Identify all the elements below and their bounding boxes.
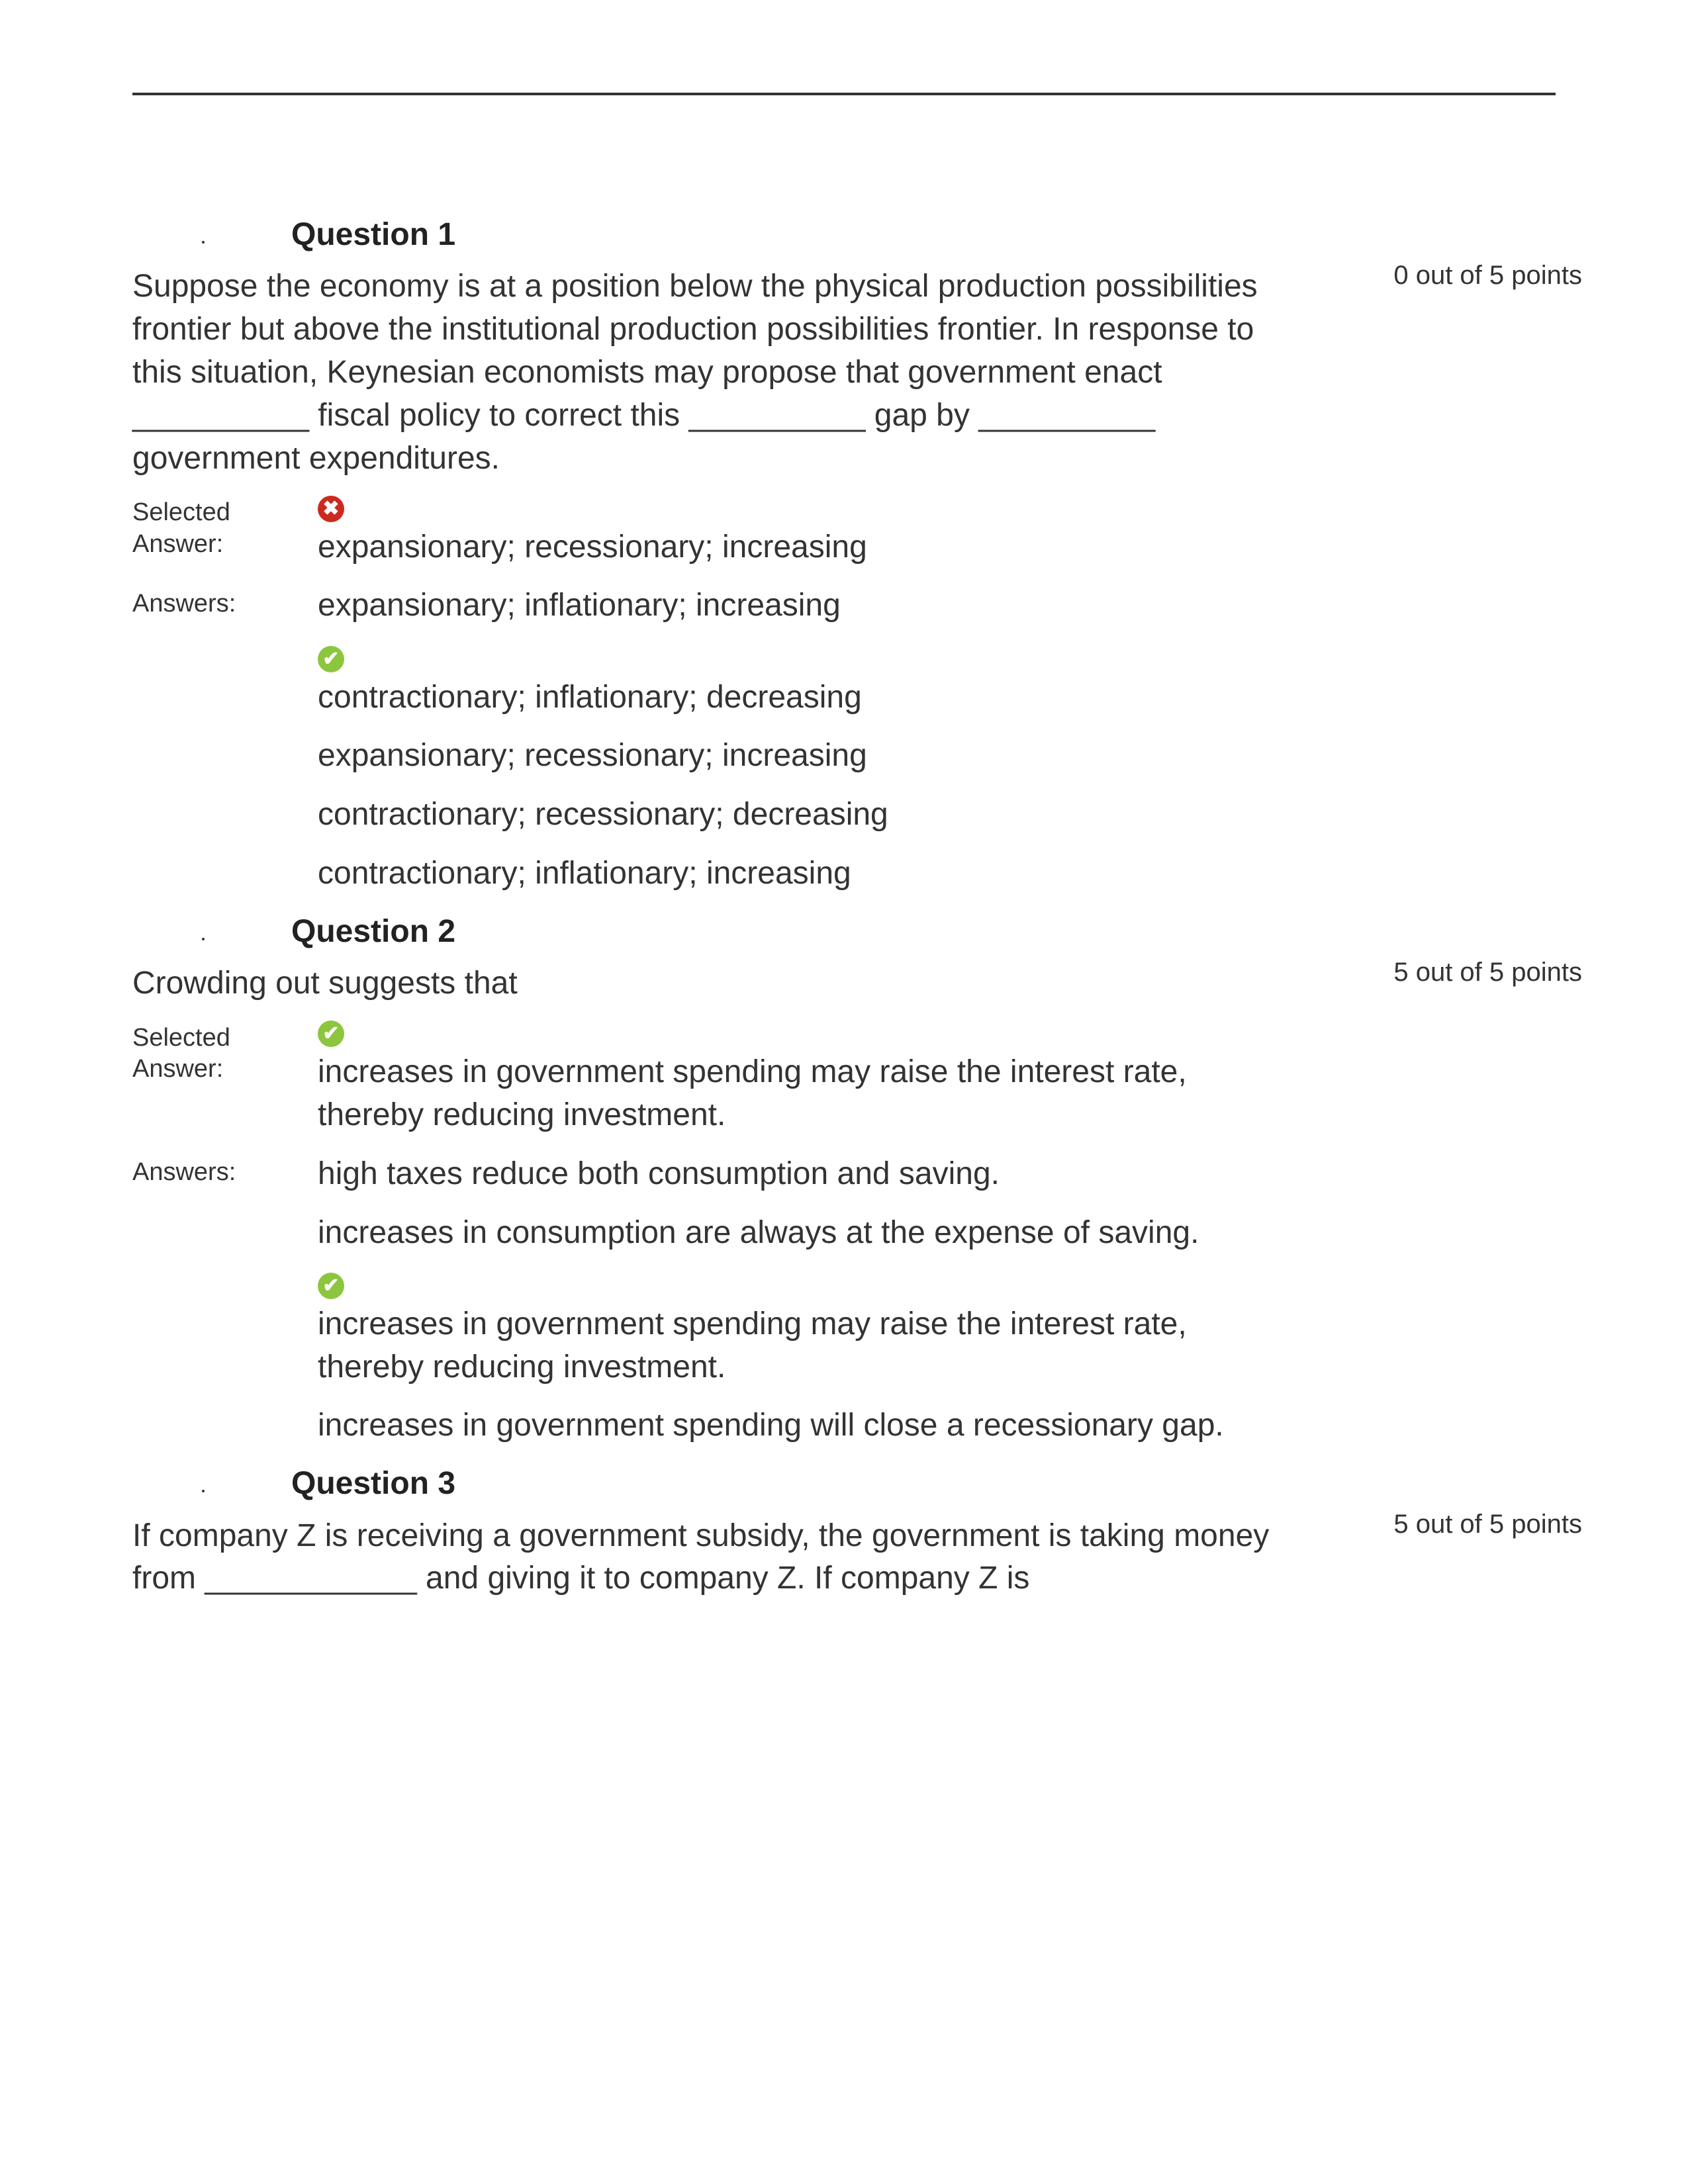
answer-option-text: increases in government spending will cl… xyxy=(318,1404,1258,1447)
question-list: Question 10 out of 5 points Suppose the e… xyxy=(132,214,1556,1600)
answers-table: Selected Answer:✖ expansionary; recession… xyxy=(132,493,888,911)
answer-option-text: high taxes reduce both consumption and s… xyxy=(318,1153,1258,1196)
answer-option: contractionary; inflationary; increasing xyxy=(318,852,888,895)
answer-option: expansionary; inflationary; increasing xyxy=(318,584,888,627)
selected-answer-label: Selected Answer: xyxy=(132,493,318,584)
question-text: Crowding out suggests that xyxy=(132,962,1271,1005)
question-title: Question 1 xyxy=(291,214,1556,255)
selected-answer-content: ✖ expansionary; recessionary; increasing xyxy=(318,493,888,584)
answer-option: contractionary; recessionary; decreasing xyxy=(318,794,888,837)
answer-option: increases in consumption are always at t… xyxy=(318,1212,1258,1255)
selected-answer-row: Selected Answer:✔ increases in government… xyxy=(132,1019,1258,1153)
page-container: Question 10 out of 5 pointsSuppose the e… xyxy=(0,0,1688,2184)
answers-label: Answers: xyxy=(132,584,318,911)
question-item: Question 35 out of 5 pointsIf company Z … xyxy=(212,1463,1556,1600)
selected-answer-content: ✔ increases in government spending may ra… xyxy=(318,1019,1258,1153)
answer-option-text: contractionary; inflationary; increasing xyxy=(318,852,888,895)
question-points: 5 out of 5 points xyxy=(1393,958,1582,987)
question-item: Question 25 out of 5 pointsCrowding out … xyxy=(212,911,1556,1463)
answer-option-text: increases in consumption are always at t… xyxy=(318,1212,1258,1255)
selected-answer-option: ✖ expansionary; recessionary; increasing xyxy=(318,493,888,569)
question-body: Suppose the economy is at a position bel… xyxy=(132,255,1556,911)
question-body: If company Z is receiving a government s… xyxy=(132,1505,1556,1601)
question-text: If company Z is receiving a government s… xyxy=(132,1515,1271,1601)
selected-answer-text: increases in government spending may rai… xyxy=(318,1051,1258,1137)
question-item: Question 10 out of 5 pointsSuppose the e… xyxy=(212,214,1556,911)
answer-option: ✔ contractionary; inflationary; decreasin… xyxy=(318,643,888,719)
icon-wrapper: ✔ xyxy=(318,1270,1258,1302)
answer-option: increases in government spending will cl… xyxy=(318,1404,1258,1447)
question-body: Crowding out suggests that Selected Answe… xyxy=(132,952,1556,1463)
answer-option-text: contractionary; recessionary; decreasing xyxy=(318,794,888,837)
top-rule xyxy=(132,93,1556,95)
correct-icon: ✔ xyxy=(318,646,344,672)
icon-wrapper: ✔ xyxy=(318,1019,1258,1051)
answers-label: Answers: xyxy=(132,1153,318,1463)
selected-answer-option: ✔ increases in government spending may ra… xyxy=(318,1019,1258,1137)
answers-content: high taxes reduce both consumption and s… xyxy=(318,1153,1258,1463)
answer-option-text: contractionary; inflationary; decreasing xyxy=(318,676,888,719)
icon-wrapper: ✔ xyxy=(318,643,888,676)
question-points: 5 out of 5 points xyxy=(1393,1510,1582,1539)
question-header: Question 35 out of 5 points xyxy=(291,1463,1556,1504)
question-title: Question 3 xyxy=(291,1463,1556,1504)
answer-option-text: increases in government spending may rai… xyxy=(318,1303,1258,1389)
selected-answer-label: Selected Answer: xyxy=(132,1019,318,1153)
answer-option: expansionary; recessionary; increasing xyxy=(318,735,888,778)
selected-answer-row: Selected Answer:✖ expansionary; recession… xyxy=(132,493,888,584)
question-points: 0 out of 5 points xyxy=(1393,261,1582,291)
answers-content: expansionary; inflationary; increasing ✔ c… xyxy=(318,584,888,911)
answers-table: Selected Answer:✔increases in government… xyxy=(132,1019,1258,1463)
answers-row: Answers:high taxes reduce both consumpti… xyxy=(132,1153,1258,1463)
icon-wrapper: ✖ xyxy=(318,493,888,525)
correct-icon: ✔ xyxy=(318,1273,344,1299)
question-header: Question 10 out of 5 points xyxy=(291,214,1556,255)
question-header: Question 25 out of 5 points xyxy=(291,911,1556,952)
answers-row: Answers:expansionary; inflationary; incr… xyxy=(132,584,888,911)
answer-option: ✔ increases in government spending may ra… xyxy=(318,1270,1258,1388)
incorrect-icon: ✖ xyxy=(318,496,344,522)
answer-option-text: expansionary; inflationary; increasing xyxy=(318,584,888,627)
correct-icon: ✔ xyxy=(318,1021,344,1047)
question-text: Suppose the economy is at a position bel… xyxy=(132,265,1271,480)
question-title: Question 2 xyxy=(291,911,1556,952)
answer-option-text: expansionary; recessionary; increasing xyxy=(318,735,888,778)
selected-answer-text: expansionary; recessionary; increasing xyxy=(318,526,888,569)
answer-option: high taxes reduce both consumption and s… xyxy=(318,1153,1258,1196)
